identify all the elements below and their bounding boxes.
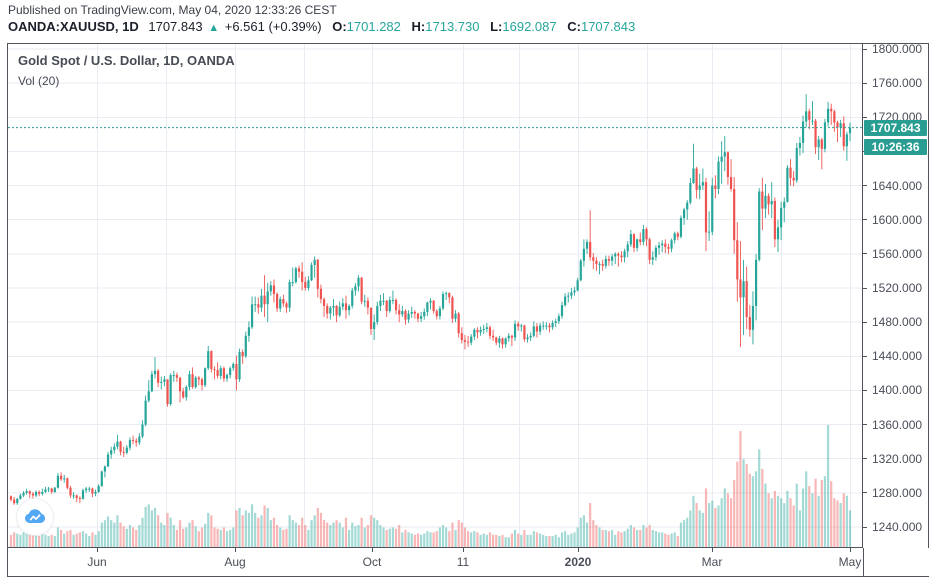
- price-axis-tick: [863, 389, 867, 391]
- time-axis-tick: [235, 548, 236, 552]
- tradingview-logo[interactable]: [17, 499, 53, 535]
- volume-indicator-label: Vol (20): [18, 73, 60, 88]
- close-value: 1707.843: [580, 19, 636, 34]
- time-axis-tick-label: 11: [456, 555, 470, 569]
- time-axis-tick-label: Aug: [224, 555, 246, 569]
- time-axis-tick-label: Jun: [87, 555, 107, 569]
- price-axis-tick: [863, 116, 867, 118]
- price-axis-tick: [863, 492, 867, 494]
- chart-legend-title: Gold Spot / U.S. Dollar, 1D, OANDA: [18, 53, 235, 68]
- price-axis-tick: [863, 458, 867, 460]
- price-axis-tick: [863, 253, 867, 255]
- current-price-label: 1707.843: [864, 119, 927, 136]
- time-axis-tick-label: Mar: [701, 555, 723, 569]
- time-axis-tick: [372, 548, 373, 552]
- time-axis-tick: [712, 548, 713, 552]
- open-value: 1701.282: [346, 19, 401, 34]
- price-change: +6.561 (+0.39%): [224, 19, 322, 34]
- high-label: H:: [411, 19, 426, 34]
- countdown-label: 10:26:36: [864, 138, 927, 155]
- symbol-title: OANDA:XAUUSD, 1D: [8, 19, 139, 34]
- low-label: L:: [490, 19, 503, 34]
- price-axis[interactable]: 1800.0001760.0001720.0001680.0001640.000…: [863, 42, 928, 547]
- published-line: Published on TradingView.com, May 04, 20…: [8, 3, 337, 17]
- price-axis-tick-label: 1640.000: [872, 178, 923, 193]
- low-value: 1692.087: [502, 19, 557, 34]
- time-axis-tick-label: May: [838, 555, 862, 569]
- price-axis-tick: [863, 185, 867, 187]
- price-axis-tick-label: 1480.000: [872, 315, 923, 330]
- price-axis-tick: [863, 219, 867, 221]
- price-axis-tick-label: 1240.000: [872, 520, 923, 534]
- price-axis-tick: [863, 355, 867, 357]
- price-axis-tick-label: 1280.000: [872, 485, 923, 500]
- price-axis-tick-label: 1800.000: [872, 42, 923, 56]
- tradingview-cloud-icon: [25, 509, 45, 523]
- price-axis-tick: [863, 287, 867, 289]
- high-value: 1713.730: [425, 19, 480, 34]
- time-axis-tick: [578, 548, 579, 552]
- candlestick-chart[interactable]: [8, 44, 862, 547]
- price-axis-tick: [863, 526, 867, 528]
- time-axis[interactable]: Jun Aug Oct 11 2020 Mar May: [8, 548, 862, 576]
- close-label: C:: [567, 19, 581, 34]
- price-axis-tick: [863, 82, 867, 84]
- symbol-info-bar: OANDA:XAUUSD, 1D 1707.843 ▲ +6.561 (+0.3…: [8, 19, 635, 34]
- price-axis-tick-label: 1440.000: [872, 349, 923, 364]
- price-axis-tick-label: 1320.000: [872, 451, 923, 466]
- axis-corner: [863, 548, 929, 576]
- last-price: 1707.843: [148, 19, 203, 34]
- price-axis-tick-label: 1760.000: [872, 76, 923, 91]
- price-axis-tick-label: 1520.000: [872, 281, 923, 295]
- time-axis-tick-label: 2020: [564, 555, 592, 569]
- price-axis-tick-label: 1600.000: [872, 212, 923, 227]
- open-label: O:: [332, 19, 347, 34]
- time-axis-tick: [463, 548, 464, 552]
- time-axis-tick: [97, 548, 98, 552]
- price-axis-tick: [863, 48, 867, 50]
- price-axis-tick: [863, 321, 867, 323]
- up-arrow-icon: ▲: [208, 22, 220, 34]
- price-axis-tick-label: 1400.000: [872, 383, 923, 398]
- chart-frame: Gold Spot / U.S. Dollar, 1D, OANDA Vol (…: [7, 42, 929, 577]
- time-axis-tick-label: Oct: [362, 555, 382, 569]
- price-axis-tick-label: 1560.000: [872, 246, 923, 261]
- chart-legend: Gold Spot / U.S. Dollar, 1D, OANDA Vol (…: [18, 52, 235, 90]
- time-axis-tick: [850, 548, 851, 552]
- price-axis-tick-label: 1360.000: [872, 417, 923, 432]
- price-axis-tick: [863, 424, 867, 426]
- chart-plot-area[interactable]: Gold Spot / U.S. Dollar, 1D, OANDA Vol (…: [8, 44, 863, 548]
